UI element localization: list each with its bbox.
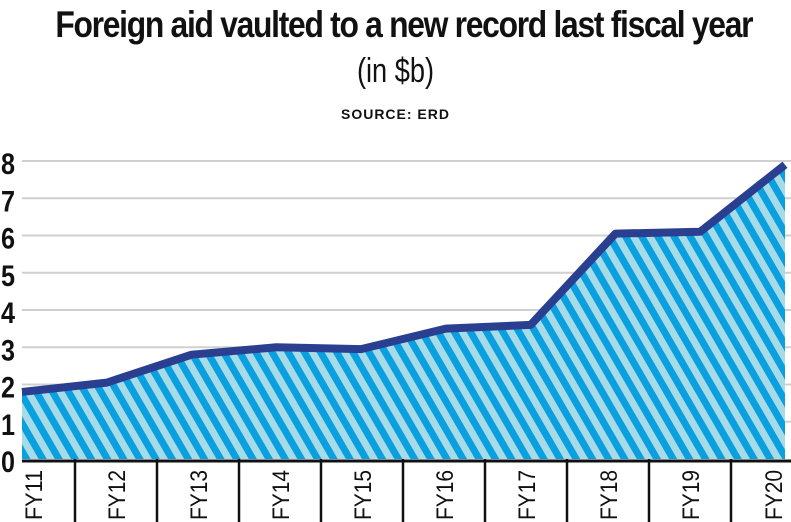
x-tick-label: FY13 — [186, 470, 213, 520]
y-tick-label: 3 — [1, 334, 15, 367]
y-tick-label: 8 — [1, 148, 15, 181]
x-tick-label: FY12 — [104, 470, 131, 520]
chart-title: Foreign aid vaulted to a new record last… — [55, 4, 753, 45]
y-tick-label: 1 — [1, 409, 15, 442]
x-tick-label: FY15 — [350, 470, 377, 520]
x-tick-label: FY17 — [514, 470, 541, 520]
y-tick-label: 0 — [1, 446, 15, 479]
chart-source: SOURCE: ERD — [340, 106, 450, 122]
x-tick-label: FY14 — [268, 470, 295, 520]
x-tick-label: FY20 — [761, 470, 788, 520]
x-tick-label: FY11 — [21, 470, 48, 520]
y-tick-label: 7 — [1, 185, 15, 218]
y-tick-label: 2 — [1, 372, 15, 405]
area-fill — [22, 164, 785, 459]
y-tick-label: 4 — [1, 297, 15, 330]
x-tick-label: FY19 — [678, 470, 705, 520]
chart-subtitle: (in $b) — [356, 52, 435, 90]
y-tick-label: 6 — [1, 223, 15, 256]
x-tick-label: FY16 — [432, 470, 459, 520]
y-tick-label: 5 — [1, 260, 15, 293]
x-tick-label: FY18 — [596, 470, 623, 520]
series-line — [21, 161, 788, 396]
